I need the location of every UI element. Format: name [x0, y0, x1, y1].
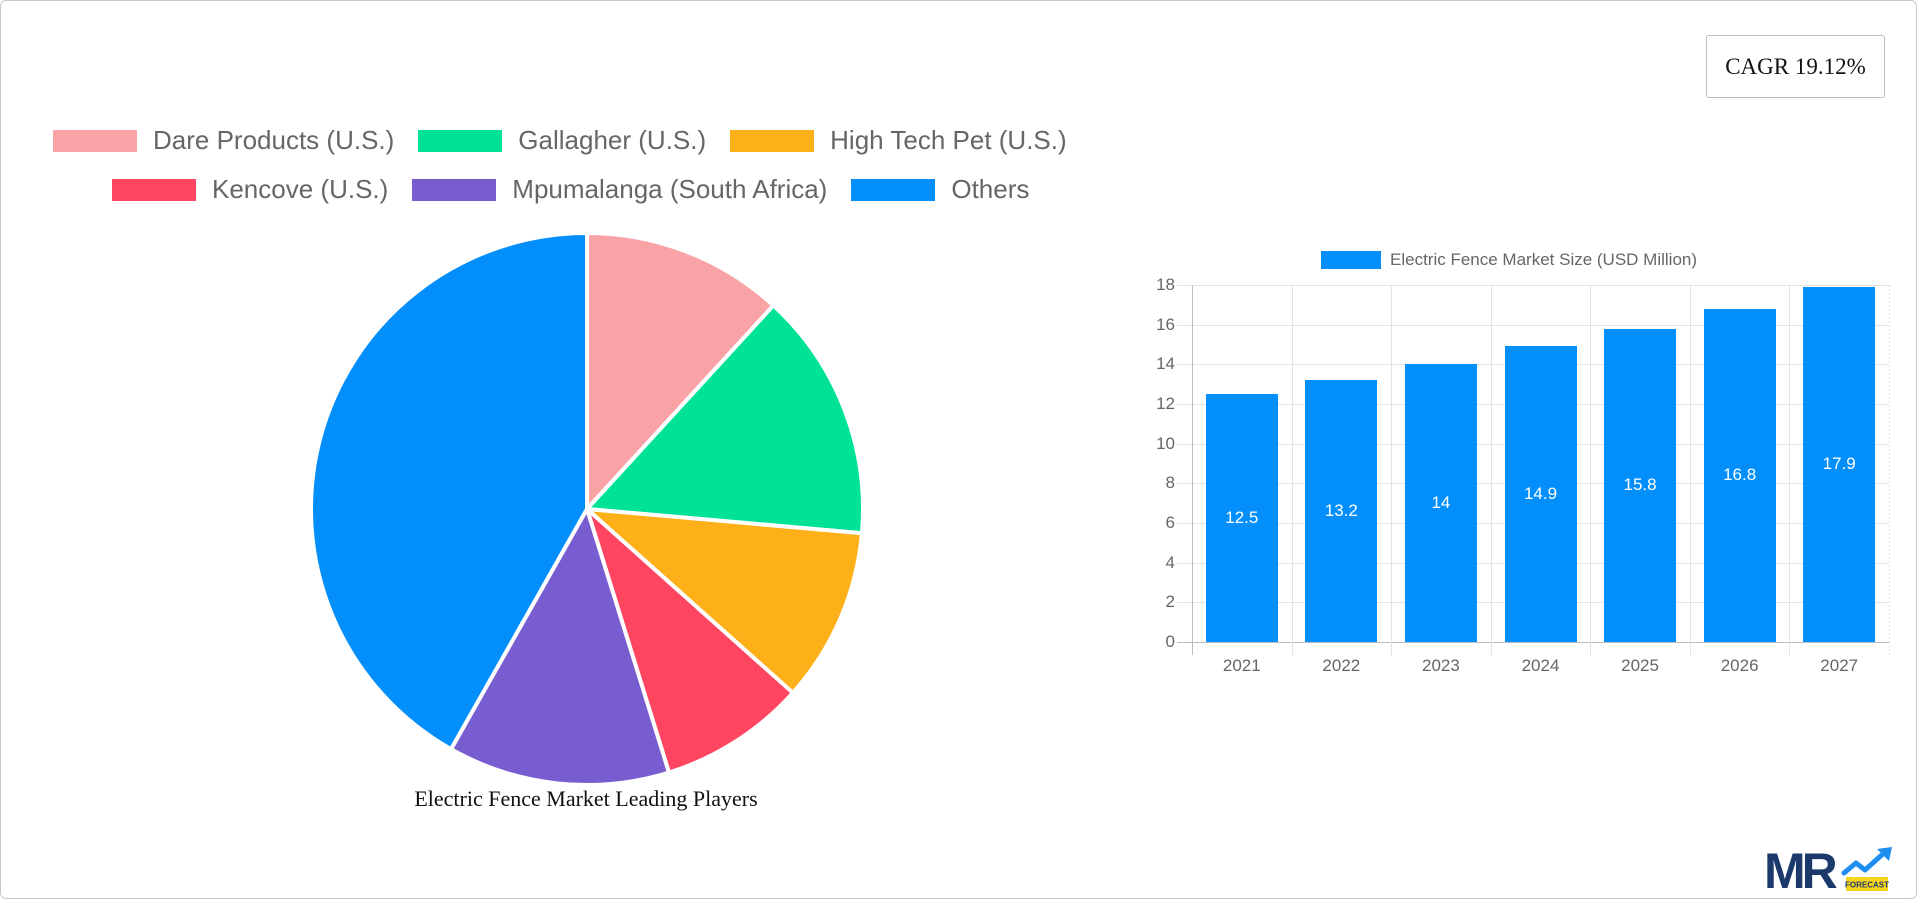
trend-arrow-icon [1841, 850, 1887, 876]
bar-value-label: 15.8 [1623, 475, 1657, 495]
legend-item-others[interactable]: Others [851, 174, 1029, 205]
pie-slice-gallagher[interactable] [585, 303, 865, 536]
x-tick-label: 2023 [1422, 656, 1460, 675]
legend-label: Mpumalanga (South Africa) [512, 174, 828, 204]
x-tick-label: 2027 [1820, 656, 1859, 675]
y-tick-label: 8 [1165, 472, 1175, 492]
legend-label: Gallagher (U.S.) [518, 125, 707, 155]
legend-item-high-tech-pet[interactable]: High Tech Pet (U.S.) [730, 125, 1067, 156]
x-tick-label: 2026 [1720, 656, 1759, 675]
bar-2026[interactable] [1703, 308, 1776, 642]
pie-slice-kencove[interactable] [585, 507, 795, 775]
cagr-badge: CAGR 19.12% [1706, 35, 1885, 98]
y-tick-label: 18 [1156, 274, 1175, 294]
cagr-label: CAGR 19.12% [1725, 53, 1866, 79]
x-tick-label: 2025 [1621, 656, 1659, 675]
bar-2023[interactable] [1404, 364, 1477, 642]
bar-value-label: 13.2 [1324, 501, 1358, 521]
mr-forecast-logo: MR FORECAST [1764, 843, 1892, 895]
pie-slices [309, 231, 865, 787]
bar-2022[interactable] [1305, 380, 1378, 642]
forecast-badge [1846, 877, 1888, 891]
y-tick-label: 10 [1156, 433, 1175, 453]
x-tick-label: 2024 [1521, 656, 1560, 675]
y-tick-label: 4 [1165, 552, 1175, 572]
y-tick-label: 12 [1156, 393, 1175, 413]
legend-label: Electric Fence Market Size (USD Million) [1390, 250, 1698, 269]
pie-legend-row-2: Kencove (U.S.) Mpumalanga (South Africa)… [112, 174, 1053, 205]
legend-label: High Tech Pet (U.S.) [830, 125, 1067, 155]
bar-legend[interactable]: Electric Fence Market Size (USD Million) [1321, 250, 1697, 270]
y-tick-label: 6 [1165, 512, 1175, 532]
legend-item-kencove[interactable]: Kencove (U.S.) [112, 174, 388, 205]
legend-swatch [1321, 251, 1381, 269]
bar-2025[interactable] [1604, 328, 1677, 642]
legend-item-mpumalanga[interactable]: Mpumalanga (South Africa) [412, 174, 827, 205]
legend-item-gallagher[interactable]: Gallagher (U.S.) [418, 125, 706, 156]
y-tick-label: 0 [1165, 631, 1175, 651]
arrow-head-icon [1877, 847, 1892, 861]
pie-legend-row-1: Dare Products (U.S.) Gallagher (U.S.) Hi… [53, 125, 1091, 156]
bar-value-label: 12.5 [1225, 508, 1259, 528]
forecast-badge-text: FORECAST [1845, 881, 1889, 890]
y-tick-label: 2 [1165, 591, 1175, 611]
legend-swatch [851, 178, 936, 201]
bar-2024[interactable] [1504, 346, 1577, 642]
logo-mr-text: MR [1764, 843, 1838, 895]
y-tick-label: 16 [1156, 314, 1175, 334]
legend-item-dare-products[interactable]: Dare Products (U.S.) [53, 125, 394, 156]
legend-label: Kencove (U.S.) [212, 174, 389, 204]
bar-2021[interactable] [1205, 394, 1278, 642]
bar-value-label: 17.9 [1822, 454, 1856, 474]
legend-swatch [418, 129, 503, 152]
bar-value-label: 16.8 [1723, 465, 1757, 485]
legend-label: Others [951, 174, 1030, 204]
legend-label: Dare Products (U.S.) [153, 125, 395, 155]
pie-slice-mpumalanga[interactable] [449, 507, 671, 787]
x-tick-label: 2022 [1322, 656, 1361, 675]
legend-swatch [412, 178, 497, 201]
pie-slice-dare-products[interactable] [585, 231, 776, 511]
y-tick-label: 14 [1156, 353, 1175, 373]
pie-chart-title: Electric Fence Market Leading Players [414, 786, 758, 811]
bar-2027[interactable] [1803, 286, 1876, 642]
legend-swatch [112, 178, 196, 201]
legend-swatch [730, 129, 815, 152]
bar-value-label: 14.9 [1523, 484, 1558, 504]
legend-swatch [53, 129, 137, 152]
bar-value-label: 14 [1431, 493, 1451, 513]
x-tick-label: 2021 [1222, 656, 1261, 675]
pie-slice-others[interactable] [309, 231, 589, 752]
pie-slice-high-tech-pet[interactable] [585, 507, 864, 695]
